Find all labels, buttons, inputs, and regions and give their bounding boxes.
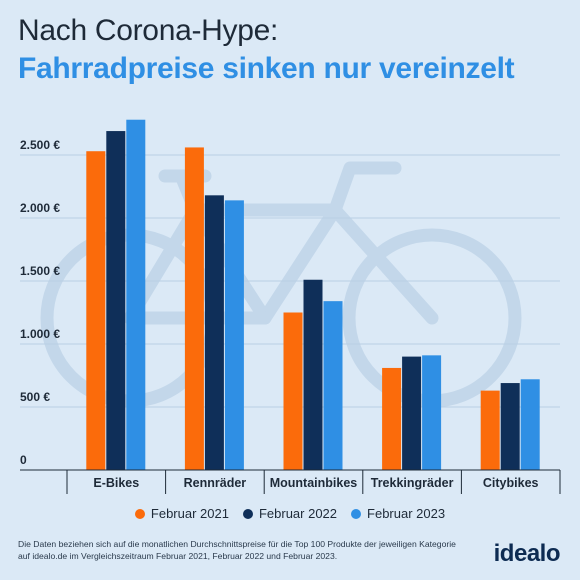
y-axis-ticks: 0 500 € 1.000 € 1.500 € 2.000 € 2.500 € — [20, 138, 60, 467]
x-tick-label: Citybikes — [483, 476, 539, 490]
x-axis: E-Bikes Rennräder Mountainbikes Trekkingräd… — [20, 469, 561, 494]
legend-swatch-2021 — [134, 508, 145, 519]
legend: Februar 2021 Februar 2022 Februar 2023 — [0, 506, 580, 521]
legend-label-2021: Februar 2021 — [150, 506, 229, 521]
y-tick-label: 1.500 € — [20, 264, 60, 278]
x-tick-label: E-Bikes — [93, 476, 139, 490]
bar-Trekkingräder-Februar-2021 — [382, 367, 402, 470]
bike-frame-top — [123, 203, 439, 325]
legend-swatch-2022 — [242, 508, 253, 519]
bar-Citybikes-Februar-2022 — [500, 383, 520, 470]
bar-Trekkingräder-Februar-2022 — [402, 356, 422, 470]
y-tick-label: 0 — [20, 453, 27, 467]
chart-subtitle: Fahrradpreise sinken nur vereinzelt — [18, 52, 515, 85]
idealo-logo: idealo — [493, 540, 561, 567]
bar-Citybikes-Februar-2021 — [480, 390, 500, 470]
bar-Citybikes-Februar-2023 — [520, 379, 540, 470]
y-tick-label: 500 € — [20, 390, 50, 404]
bars — [86, 119, 540, 471]
bar-Rennräder-Februar-2022 — [204, 195, 224, 470]
bar-E-Bikes-Februar-2023 — [126, 119, 146, 470]
legend-item-2023: Februar 2023 — [351, 506, 445, 521]
x-tick-label: Rennräder — [184, 476, 247, 490]
chart-title: Nach Corona-Hype: — [18, 14, 279, 47]
x-tick-label: Trekkingräder — [371, 476, 454, 490]
bar-Mountainbikes-Februar-2021 — [283, 312, 303, 470]
bar-Mountainbikes-Februar-2022 — [303, 279, 323, 470]
bar-Mountainbikes-Februar-2023 — [323, 301, 343, 470]
bar-E-Bikes-Februar-2022 — [106, 131, 126, 470]
y-tick-label: 2.500 € — [20, 138, 60, 152]
legend-label-2023: Februar 2023 — [367, 506, 446, 521]
bike-handlebar — [328, 161, 402, 217]
legend-label-2022: Februar 2022 — [258, 506, 338, 521]
y-tick-label: 2.000 € — [20, 201, 60, 215]
bar-Rennräder-Februar-2023 — [224, 200, 244, 471]
legend-swatch-2023 — [351, 508, 362, 519]
x-tick-label: Mountainbikes — [270, 476, 358, 490]
bar-Trekkingräder-Februar-2023 — [422, 355, 442, 470]
legend-item-2022: Februar 2022 — [242, 506, 338, 521]
bar-Rennräder-Februar-2021 — [184, 147, 204, 470]
footnote: Die Daten beziehen sich auf die monatlic… — [18, 539, 456, 561]
y-tick-label: 1.000 € — [20, 327, 60, 341]
bar-E-Bikes-Februar-2021 — [86, 151, 106, 470]
legend-item-2021: Februar 2021 — [134, 506, 229, 521]
